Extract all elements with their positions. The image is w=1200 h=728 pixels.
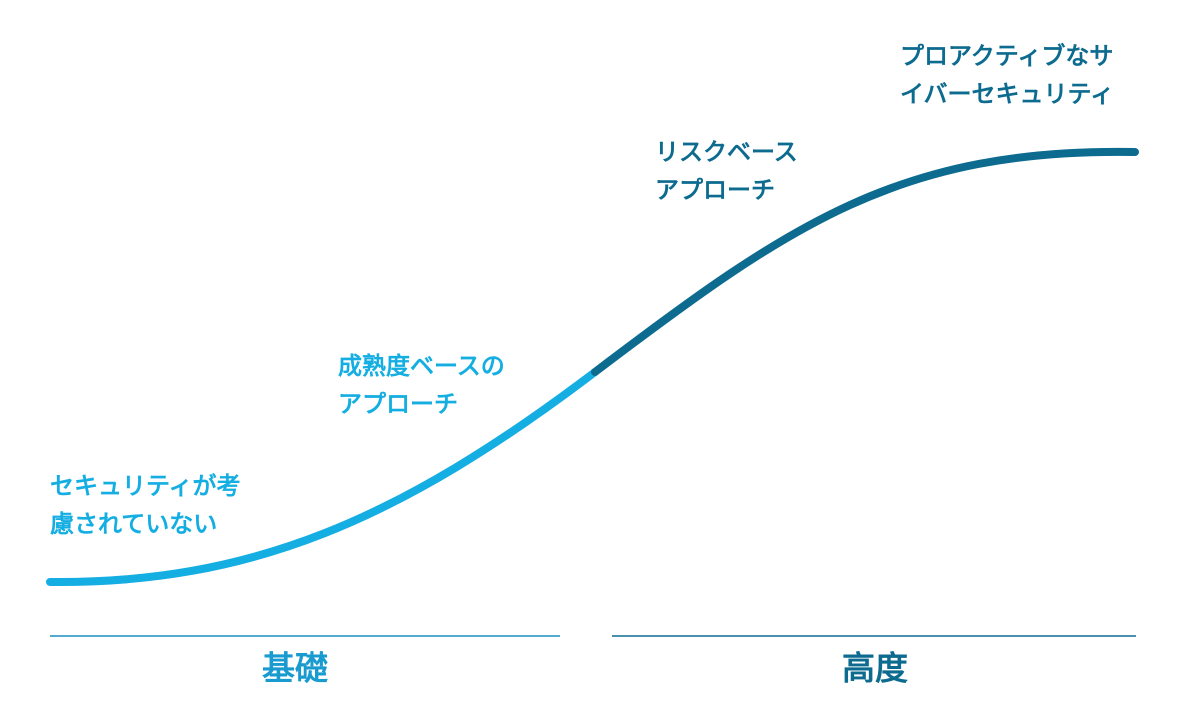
stage-label: アプローチ — [338, 390, 458, 418]
stage-label: セキュリティが考 — [50, 472, 241, 500]
stage-label: 成熟度ベースの — [338, 352, 505, 380]
curve-advanced — [591, 147, 1139, 376]
section-label: 基礎 — [262, 649, 328, 688]
section-label: 高度 — [842, 649, 908, 688]
stage-label: 慮されていない — [50, 510, 217, 538]
stage-label: プロアクティブなサ — [900, 42, 1113, 70]
curve-basic — [46, 368, 599, 587]
stage-label: リスクベース — [655, 138, 798, 166]
stage-label: アプローチ — [655, 176, 775, 204]
stage-label: イバーセキュリティ — [900, 80, 1114, 108]
